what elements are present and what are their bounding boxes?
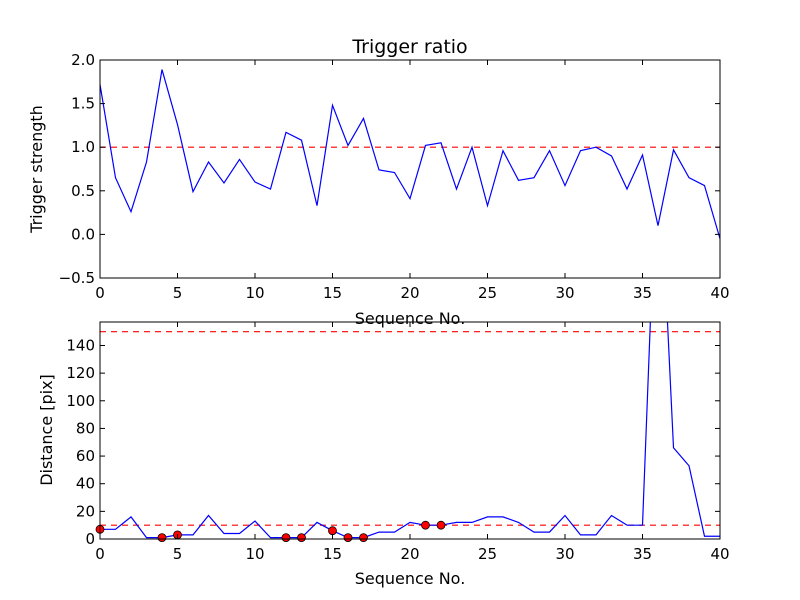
bottom-data-marker [328,526,337,536]
bottom-data-marker [359,533,368,543]
bottom-markers [95,520,446,543]
bottom-x-ticks: 0 5 10 15 20 25 30 35 40 [95,322,730,563]
top-series-line [100,69,720,239]
top-y-ticks: −0.5 0.0 0.5 1.0 1.5 2.0 [59,51,720,287]
bottom-series [100,322,720,539]
top-y-tick-label: −0.5 [59,269,95,287]
top-y-tick-label: 0.5 [71,182,95,200]
bottom-x-tick-label: 10 [245,545,264,563]
top-chart-title: Trigger ratio [351,36,467,58]
top-y-tick-label: 1.5 [71,95,95,113]
bottom-y-tick-label: 60 [76,447,95,465]
bottom-x-axis-label: Sequence No. [355,569,466,588]
bottom-x-tick-label: 15 [323,545,342,563]
bottom-x-tick-label: 40 [710,545,729,563]
top-x-tick-label: 25 [478,284,497,302]
bottom-threshold-lines [100,331,720,526]
bottom-data-marker [157,533,167,543]
bottom-data-marker [421,520,430,530]
top-x-tick-label: 0 [95,284,105,302]
top-y-axis-label: Trigger strength [27,105,46,234]
bottom-y-ticks: 0 20 40 60 80 100 120 140 [66,336,720,548]
bottom-x-tick-label: 25 [478,545,497,563]
bottom-data-marker [281,533,291,543]
top-plot-frame [99,59,721,279]
top-x-tick-label: 5 [173,284,183,302]
top-x-tick-label: 40 [710,284,729,302]
bottom-y-tick-label: 40 [76,475,95,493]
bottom-y-tick-label: 120 [66,364,95,382]
bottom-plot-frame [99,321,721,540]
top-x-tick-label: 10 [245,284,264,302]
top-x-tick-label: 20 [400,284,419,302]
bottom-x-tick-label: 5 [173,545,183,563]
bottom-data-marker [297,533,306,543]
top-x-tick-label: 15 [323,284,342,302]
top-y-tick-label: 2.0 [71,51,95,69]
bottom-y-tick-label: 140 [66,336,95,354]
top-chart: Trigger ratio 0 5 10 15 20 25 30 35 40 −0.5 0.0 0.… [27,36,730,328]
bottom-chart: 0 5 10 15 20 25 30 35 40 0 20 40 60 80 100 120 140 Sequ… [37,321,730,588]
bottom-x-tick-label: 20 [400,545,419,563]
top-x-tick-label: 30 [555,284,574,302]
top-y-tick-label: 1.0 [71,138,95,156]
bottom-x-tick-label: 35 [633,545,652,563]
top-x-tick-label: 35 [633,284,652,302]
bottom-x-tick-label: 0 [95,545,105,563]
top-x-ticks: 0 5 10 15 20 25 30 35 40 [95,60,730,302]
top-x-axis-label: Sequence No. [355,309,466,328]
bottom-data-marker [436,520,446,530]
bottom-x-tick-label: 30 [555,545,574,563]
bottom-y-axis-label: Distance [pix] [37,374,56,486]
bottom-data-marker [343,533,353,543]
top-y-tick-label: 0.0 [71,225,95,243]
bottom-y-tick-label: 20 [76,502,95,520]
bottom-y-tick-label: 100 [66,392,95,410]
bottom-y-tick-label: 0 [85,530,95,548]
bottom-y-tick-label: 80 [76,419,95,437]
top-series [100,69,720,239]
bottom-series-line [100,322,720,539]
